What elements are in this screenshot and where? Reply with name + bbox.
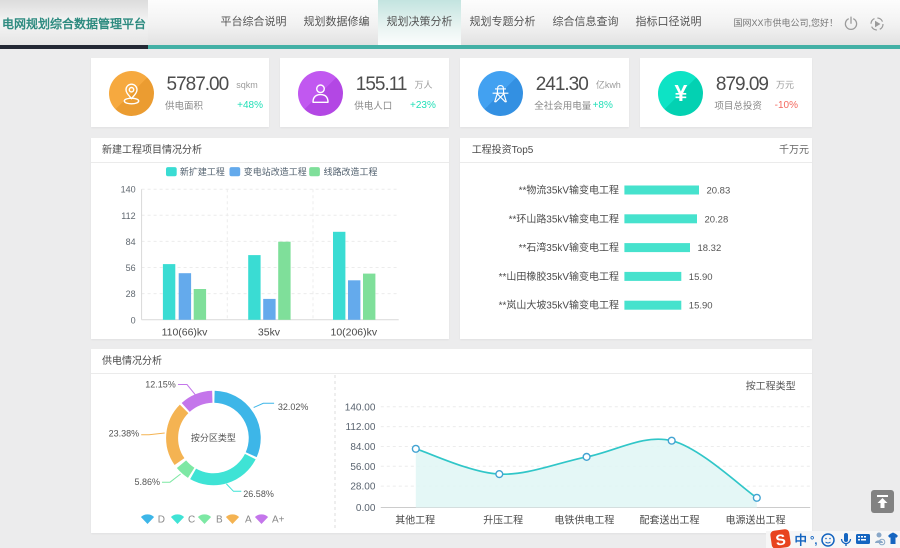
svg-text:**山田橡胶35kV输变电工程: **山田橡胶35kV输变电工程 — [498, 270, 618, 283]
svg-text:140.00: 140.00 — [345, 402, 376, 413]
svg-text:**岚山大坡35kV输变电工程: **岚山大坡35kV输变电工程 — [498, 299, 618, 312]
svg-text:**石湾35kV输变电工程: **石湾35kV输变电工程 — [518, 241, 618, 254]
svg-text:84: 84 — [126, 237, 136, 247]
svg-text:电源送出工程: 电源送出工程 — [726, 514, 786, 527]
svg-text:按工程类型: 按工程类型 — [746, 379, 796, 392]
svg-text:12.15%: 12.15% — [145, 379, 176, 389]
svg-text:S: S — [775, 531, 787, 548]
svg-text:**环山路35kV输变电工程: **环山路35kV输变电工程 — [508, 212, 618, 225]
svg-text:D: D — [158, 515, 165, 526]
svg-text:15.90: 15.90 — [688, 272, 712, 283]
svg-text:其他工程: 其他工程 — [395, 514, 435, 527]
svg-text:A+: A+ — [272, 515, 285, 526]
svg-text:升压工程: 升压工程 — [483, 515, 523, 527]
svg-text:56: 56 — [126, 263, 136, 273]
svg-text:**物流35kV输变电工程: **物流35kV输变电工程 — [518, 184, 618, 197]
svg-text:配套送出工程: 配套送出工程 — [640, 514, 700, 527]
svg-text:中: 中 — [795, 533, 808, 548]
svg-text:56.00: 56.00 — [350, 462, 375, 473]
svg-text:0: 0 — [131, 315, 136, 325]
svg-text:线路改造工程: 线路改造工程 — [324, 166, 378, 177]
svg-text:变电站改造工程: 变电站改造工程 — [244, 166, 307, 177]
svg-text:20.83: 20.83 — [706, 186, 730, 197]
svg-text:B: B — [216, 515, 223, 526]
svg-text:5.86%: 5.86% — [134, 477, 160, 487]
svg-text:A: A — [245, 515, 252, 526]
svg-text:新扩建工程: 新扩建工程 — [180, 166, 225, 177]
svg-text:电铁供电工程: 电铁供电工程 — [554, 514, 614, 527]
svg-text:0.00: 0.00 — [356, 503, 376, 514]
svg-text:23.38%: 23.38% — [109, 429, 140, 439]
svg-text:28: 28 — [126, 289, 136, 299]
svg-text:26.58%: 26.58% — [243, 489, 274, 499]
svg-text:10(206)kv: 10(206)kv — [330, 327, 377, 338]
svg-text:18.32: 18.32 — [697, 243, 721, 254]
svg-text:35kv: 35kv — [258, 327, 281, 338]
svg-text:32.02%: 32.02% — [278, 402, 309, 412]
svg-text:按分区类型: 按分区类型 — [191, 432, 236, 443]
svg-text:28.00: 28.00 — [350, 482, 375, 493]
svg-text:°,: °, — [810, 535, 817, 547]
svg-text:84.00: 84.00 — [350, 442, 375, 453]
svg-text:112.00: 112.00 — [346, 422, 376, 433]
svg-text:140: 140 — [121, 185, 136, 195]
svg-text:112: 112 — [121, 211, 135, 221]
svg-text:20.28: 20.28 — [704, 214, 728, 225]
svg-text:C: C — [188, 515, 195, 526]
svg-text:15.90: 15.90 — [688, 301, 712, 312]
svg-text:110(66)kv: 110(66)kv — [162, 327, 209, 338]
